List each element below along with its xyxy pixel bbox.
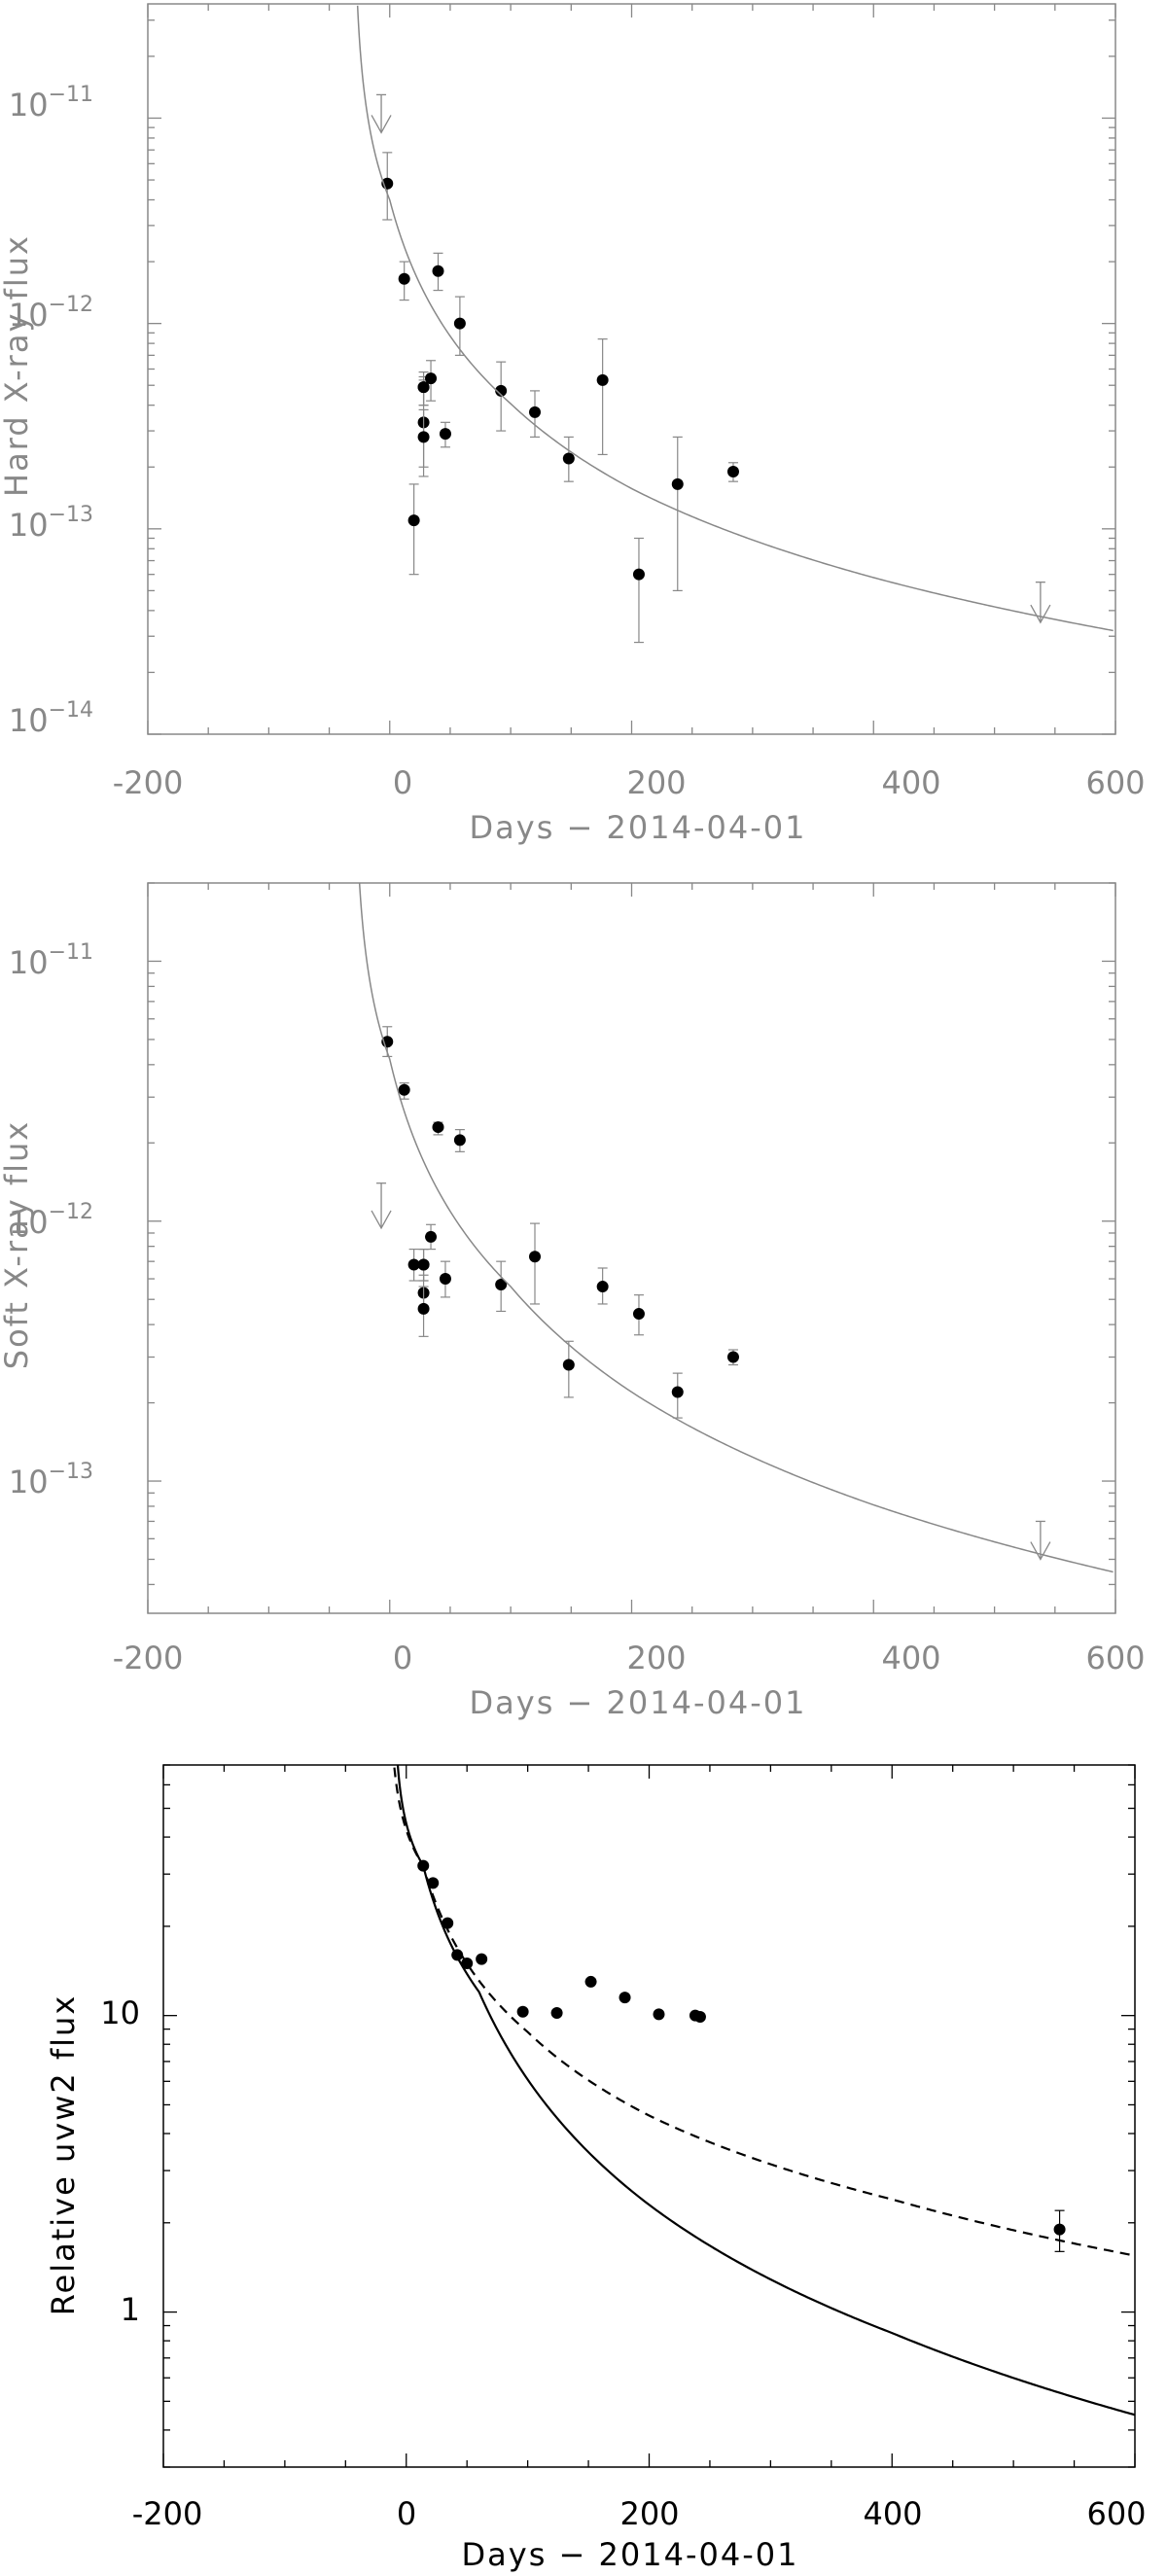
upper-limit-arrow — [1030, 1541, 1051, 1561]
x-tick-label: -200 — [132, 2495, 203, 2532]
x-tick-label: 600 — [1086, 2495, 1146, 2532]
y-tick-label: 10−11 — [9, 83, 93, 124]
x-tick-label: 600 — [1085, 764, 1145, 801]
data-point — [476, 1953, 488, 1965]
plot-frame — [147, 882, 1116, 1614]
data-point — [693, 2011, 706, 2024]
x-tick-label: 0 — [397, 2495, 416, 2532]
data-point — [671, 477, 684, 490]
data-point — [453, 1134, 466, 1147]
data-point — [529, 406, 541, 418]
hard-xray-panel: Hard X-ray flux 10−14 10−13 10−12 10−11 … — [0, 83, 1146, 846]
x-tick-label: -200 — [113, 764, 184, 801]
x-axis-title: Days − 2014-04-01 — [462, 2536, 799, 2573]
x-tick-label: 600 — [1085, 1640, 1145, 1676]
data-point — [495, 384, 508, 397]
data-point — [417, 1302, 430, 1315]
x-tick-label: 200 — [626, 1640, 686, 1676]
data-point — [562, 1359, 575, 1371]
x-tick-label: 0 — [393, 764, 412, 801]
soft-xray-panel: Soft X-ray flux 10−13 10−12 10−11 -200 0… — [0, 940, 1146, 1721]
data-point — [432, 1121, 444, 1134]
x-tick-label: 400 — [863, 2495, 922, 2532]
data-point — [417, 1258, 430, 1271]
y-tick-label: 1 — [121, 2291, 140, 2328]
x-tick-label: 200 — [626, 764, 686, 801]
data-point — [726, 465, 739, 477]
y-tick-label: 10−14 — [9, 698, 93, 739]
data-point — [432, 265, 444, 277]
data-point — [632, 1308, 645, 1321]
model-curve — [356, 5, 1114, 632]
y-tick-label: 10−13 — [9, 1460, 93, 1500]
x-tick-label: 200 — [619, 2495, 679, 2532]
model-curve — [358, 883, 1114, 1573]
x-tick-label: 0 — [393, 1640, 412, 1676]
model-curve — [396, 1765, 1135, 2417]
data-point — [1053, 2223, 1066, 2236]
data-point — [596, 1281, 609, 1293]
uvw2-panel: Relative uvw2 flux 1 10 -200 0 200 400 6… — [45, 1994, 1147, 2573]
y-axis-title: Hard X-ray flux — [0, 234, 35, 497]
upper-limit-arrow — [1030, 604, 1051, 624]
data-point — [619, 1992, 631, 2004]
data-point — [632, 568, 645, 581]
data-point — [439, 1273, 451, 1286]
data-point — [584, 1975, 597, 1988]
data-point — [529, 1251, 541, 1263]
data-point — [453, 317, 466, 330]
data-point — [726, 1351, 739, 1363]
plot-layer — [147, 3, 1136, 2468]
data-point — [425, 1230, 438, 1243]
upper-limit-arrow — [371, 1210, 392, 1230]
data-point — [653, 2008, 665, 2021]
x-tick-label: 400 — [881, 1640, 940, 1676]
data-point — [562, 452, 575, 465]
data-point — [671, 1386, 684, 1398]
data-point — [398, 1083, 410, 1096]
data-point — [407, 514, 420, 527]
upper-limit-arrow — [371, 115, 392, 134]
data-point — [417, 381, 430, 394]
y-tick-label: 10−11 — [9, 940, 93, 981]
data-point — [495, 1279, 508, 1291]
y-tick-label: 10−12 — [9, 1200, 93, 1241]
data-point — [442, 1917, 454, 1929]
data-point — [439, 428, 451, 441]
x-tick-label: -200 — [113, 1640, 184, 1676]
y-tick-label: 10−13 — [9, 503, 93, 544]
data-point — [550, 2007, 563, 2020]
y-tick-label: 10−12 — [9, 293, 93, 334]
data-point — [425, 372, 438, 385]
y-axis-title: Relative uvw2 flux — [45, 1994, 82, 2316]
plot-frame — [147, 3, 1116, 735]
x-axis-title: Days − 2014-04-01 — [470, 1684, 807, 1721]
y-axis-title: Soft X-ray flux — [0, 1120, 35, 1369]
y-tick-label: 10 — [100, 1994, 140, 2031]
data-point — [407, 1258, 420, 1271]
data-point — [398, 272, 410, 285]
data-point — [596, 373, 609, 386]
model-curve-dashed — [393, 1767, 1133, 2257]
x-tick-label: 400 — [881, 764, 940, 801]
x-axis-title: Days − 2014-04-01 — [470, 809, 807, 846]
data-point — [417, 431, 430, 443]
data-point — [516, 2005, 529, 2018]
